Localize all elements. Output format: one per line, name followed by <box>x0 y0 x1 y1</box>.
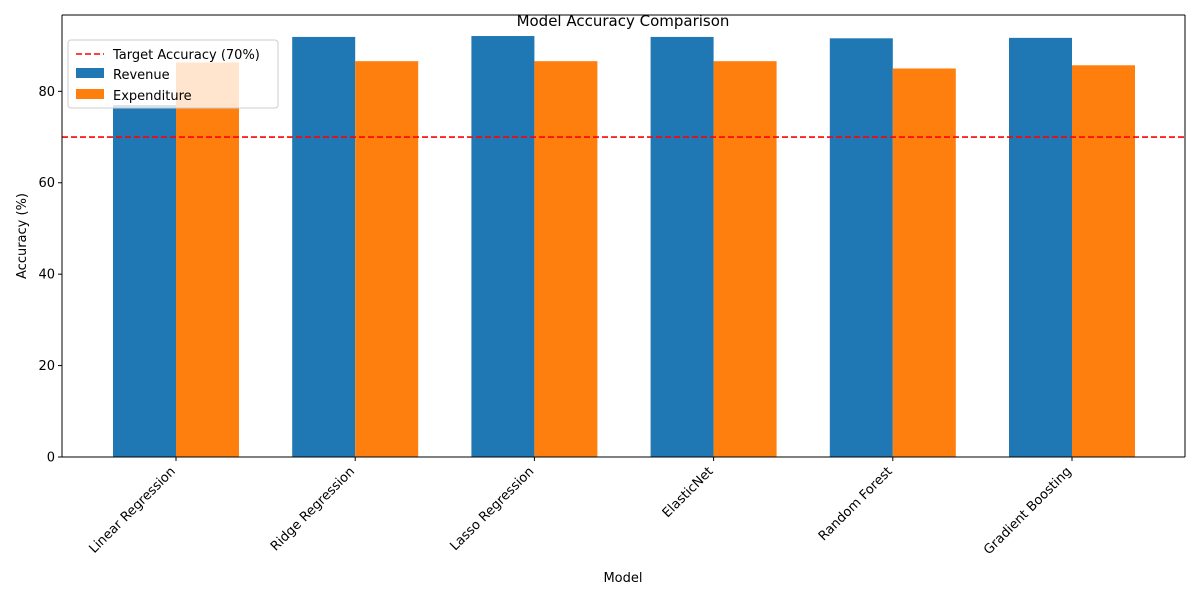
x-tick-label-elasticnet: ElasticNet <box>660 464 717 521</box>
y-tick-label: 40 <box>38 268 55 283</box>
legend-label-expenditure: Expenditure <box>113 89 192 104</box>
legend-label-target-accuracy: Target Accuracy (70%) <box>112 48 260 63</box>
chart-title: Model Accuracy Comparison <box>517 12 730 30</box>
bar-expenditure-ridge-regression <box>355 61 419 457</box>
legend: Target Accuracy (70%) Revenue Expenditur… <box>67 39 279 109</box>
legend-swatch-expenditure <box>76 89 104 99</box>
legend-swatch-revenue <box>76 68 104 78</box>
x-tick-label-random-forest: Random Forest <box>816 464 896 544</box>
bar-expenditure-lasso-regression <box>534 61 598 457</box>
y-tick-label: 0 <box>47 451 55 466</box>
y-tick-label: 20 <box>38 359 55 374</box>
bar-revenue-lasso-regression <box>471 36 535 458</box>
legend-label-revenue: Revenue <box>113 68 170 83</box>
bar-revenue-random-forest <box>829 38 893 457</box>
y-axis-ticks: 0 20 40 60 80 <box>38 85 62 466</box>
y-tick-label: 60 <box>38 176 55 191</box>
plot-area <box>62 36 1185 458</box>
x-tick-label-lasso-regression: Lasso Regression <box>447 464 537 554</box>
bar-expenditure-random-forest <box>892 68 956 458</box>
x-tick-label-gradient-boosting: Gradient Boosting <box>981 464 1075 558</box>
bar-expenditure-elasticnet <box>713 61 777 457</box>
bar-revenue-linear-regression <box>113 105 176 457</box>
bar-revenue-ridge-regression <box>292 36 356 457</box>
bar-expenditure-linear-regression <box>176 62 239 457</box>
bar-revenue-gradient-boosting <box>1009 37 1072 457</box>
bar-expenditure-gradient-boosting <box>1072 65 1135 458</box>
bar-revenue-elasticnet <box>650 36 714 457</box>
legend-frame <box>67 39 279 109</box>
x-tick-label-linear-regression: Linear Regression <box>86 464 178 556</box>
y-axis-label: Accuracy (%) <box>15 193 30 279</box>
x-tick-label-ridge-regression: Ridge Regression <box>268 464 358 554</box>
x-axis-ticks: Linear Regression Ridge Regression Lasso R… <box>86 457 1075 558</box>
y-tick-label: 80 <box>38 85 55 100</box>
x-axis-label: Model <box>603 571 642 586</box>
